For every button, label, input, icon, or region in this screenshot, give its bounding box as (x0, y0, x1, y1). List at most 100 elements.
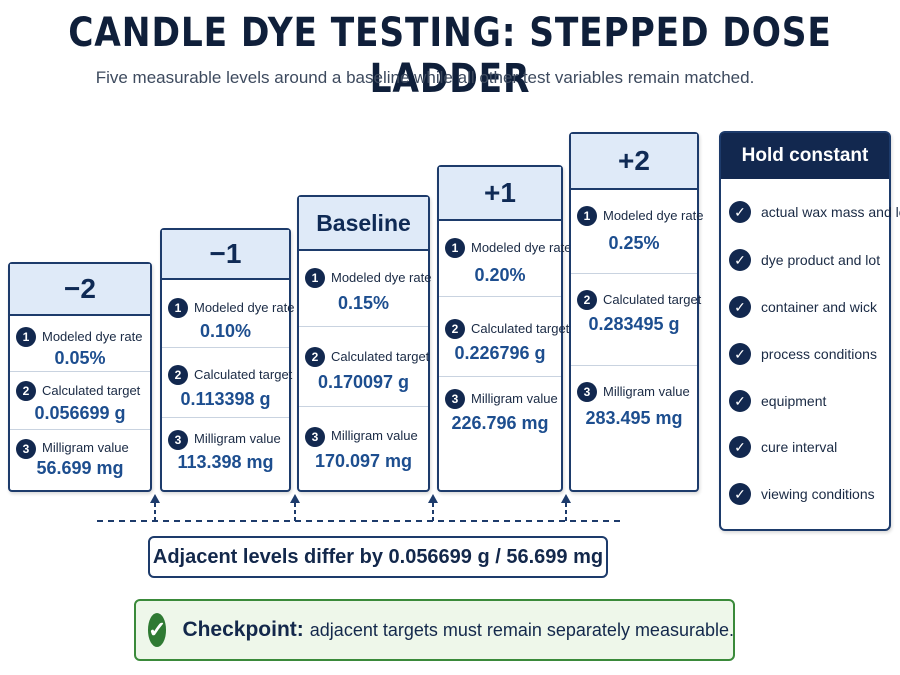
hold-item-label: dye product and lot (761, 252, 881, 268)
row-target: 2 Calculated target 0.283495 g (571, 274, 701, 366)
check-icon: ✓ (729, 201, 751, 223)
row-value: 0.170097 g (317, 372, 410, 392)
step-number-badge: 2 (16, 381, 36, 401)
check-icon: ✓ (729, 343, 751, 365)
level-header: Baseline (299, 197, 428, 251)
row-value: 0.283495 g (588, 314, 680, 334)
hold-item-label: viewing conditions (761, 486, 875, 502)
row-dye-rate: 1 Modeled dye rate 0.05% (10, 316, 150, 372)
level-header: −2 (10, 264, 150, 316)
row-milligram: 3 Milligram value 56.699 mg (10, 430, 150, 488)
row-value: 0.10% (199, 321, 252, 341)
page-title: CANDLE DYE TESTING: STEPPED DOSE LADDER (68, 10, 832, 102)
hold-item-label: equipment (761, 393, 827, 409)
row-value: 226.796 mg (451, 413, 549, 433)
level-header: −1 (162, 230, 289, 280)
level-card-baseline: Baseline 1 Modeled dye rate 0.15% 2 Calc… (297, 195, 432, 492)
step-arrow-4 (561, 494, 571, 521)
step-number-badge: 3 (445, 389, 465, 409)
step-number-badge: 3 (577, 382, 597, 402)
step-number-badge: 3 (305, 427, 325, 447)
row-value: 170.097 mg (314, 451, 413, 471)
row-label: Milligram value (194, 431, 281, 446)
step-number-badge: 3 (168, 430, 188, 450)
step-number-badge: 2 (305, 347, 325, 367)
checkpoint-text: adjacent targets must remain separately … (309, 619, 734, 640)
row-label: Milligram value (42, 440, 129, 455)
step-number-badge: 2 (577, 290, 597, 310)
step-arrow-3 (428, 494, 438, 521)
hold-constant-title: Hold constant (721, 133, 889, 179)
row-value: 0.20% (474, 265, 526, 285)
row-dye-rate: 1 Modeled dye rate 0.25% (571, 190, 703, 274)
row-label: Modeled dye rate (603, 208, 704, 223)
hold-item: ✓ actual wax mass and lot (729, 201, 900, 223)
check-icon: ✓ (729, 483, 751, 505)
row-target: 2 Calculated target 0.170097 g (299, 327, 430, 407)
row-value: 113.398 mg (177, 452, 274, 472)
row-label: Modeled dye rate (471, 240, 572, 255)
row-dye-rate: 1 Modeled dye rate 0.10% (162, 280, 294, 348)
check-icon: ✓ (729, 390, 751, 412)
check-icon: ✓ (729, 436, 751, 458)
row-value: 0.05% (54, 348, 106, 368)
step-number-badge: 1 (168, 298, 188, 318)
row-target: 2 Calculated target 0.226796 g (439, 297, 569, 377)
hold-item: ✓ cure interval (729, 436, 837, 458)
hold-item: ✓ equipment (729, 390, 826, 412)
row-label: Calculated target (331, 349, 430, 364)
step-number-badge: 2 (445, 319, 465, 339)
hold-item: ✓ viewing conditions (729, 483, 875, 505)
row-dye-rate: 1 Modeled dye rate 0.15% (299, 251, 432, 327)
step-number-badge: 1 (445, 238, 465, 258)
step-arrow-1 (150, 494, 160, 521)
row-label: Calculated target (471, 321, 570, 336)
checkpoint-callout: ✓ Checkpoint: adjacent targets must rema… (134, 599, 735, 661)
step-difference-callout: Adjacent levels differ by 0.056699 g / 5… (148, 536, 608, 578)
row-milligram: 3 Milligram value 170.097 mg (299, 407, 428, 490)
level-card-minus-2: −2 1 Modeled dye rate 0.05% 2 Calculated… (8, 262, 152, 492)
row-value: 0.25% (608, 233, 660, 253)
row-label: Modeled dye rate (42, 329, 143, 344)
row-label: Milligram value (603, 384, 690, 399)
row-target: 2 Calculated target 0.113398 g (162, 348, 293, 418)
row-value: 0.15% (337, 293, 390, 313)
row-value: 0.113398 g (180, 389, 271, 409)
step-number-badge: 2 (168, 365, 188, 385)
step-number-badge: 1 (305, 268, 325, 288)
level-card-minus-1: −1 1 Modeled dye rate 0.10% 2 Calculated… (160, 228, 294, 492)
hold-item: ✓ dye product and lot (729, 249, 880, 271)
row-target: 2 Calculated target 0.056699 g (10, 372, 150, 430)
checkpoint-lead: Checkpoint: (182, 618, 304, 641)
row-label: Modeled dye rate (331, 270, 432, 285)
row-value: 0.056699 g (34, 403, 126, 423)
hold-constant-panel: Hold constant ✓ actual wax mass and lot … (719, 131, 900, 531)
level-header: +1 (439, 167, 561, 221)
row-label: Calculated target (603, 292, 702, 307)
row-label: Calculated target (42, 383, 141, 398)
level-card-plus-1: +1 1 Modeled dye rate 0.20% 2 Calculated… (437, 165, 571, 492)
row-value: 0.226796 g (454, 343, 546, 363)
hold-item-label: cure interval (761, 439, 838, 455)
level-header: +2 (571, 134, 697, 190)
row-label: Calculated target (194, 367, 293, 382)
checkmark-circle-icon: ✓ (148, 613, 167, 647)
row-value: 56.699 mg (36, 458, 124, 478)
step-number-badge: 1 (577, 206, 597, 226)
check-icon: ✓ (729, 249, 751, 271)
hold-item-label: container and wick (761, 299, 877, 315)
hold-item: ✓ container and wick (729, 296, 877, 318)
row-label: Modeled dye rate (194, 300, 295, 315)
row-label: Milligram value (331, 428, 418, 443)
hold-item-label: actual wax mass and lot (761, 204, 900, 220)
row-dye-rate: 1 Modeled dye rate 0.20% (439, 221, 571, 297)
row-value: 283.495 mg (585, 408, 683, 428)
step-arrow-2 (290, 494, 300, 521)
check-icon: ✓ (729, 296, 751, 318)
level-card-plus-2: +2 1 Modeled dye rate 0.25% 2 Calculated… (569, 132, 703, 492)
row-label: Milligram value (471, 391, 558, 406)
row-milligram: 3 Milligram value 226.796 mg (439, 377, 561, 490)
hold-item-label: process conditions (761, 346, 877, 362)
hold-item: ✓ process conditions (729, 343, 877, 365)
